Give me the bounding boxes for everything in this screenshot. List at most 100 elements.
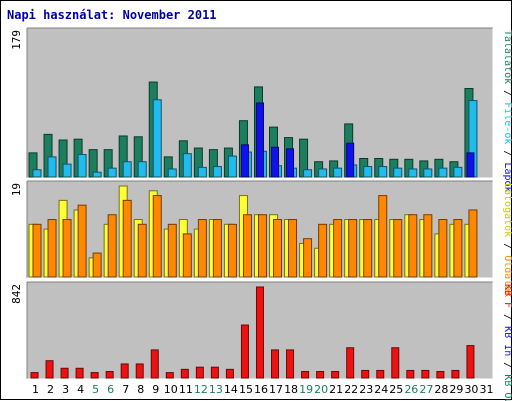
day-label-21: 21 xyxy=(329,383,343,396)
day-label-9: 9 xyxy=(152,383,159,396)
chart-title: Napi használat: November 2011 xyxy=(7,8,217,22)
day-label-1: 1 xyxy=(32,383,39,396)
day-label-23: 23 xyxy=(359,383,373,396)
bar-kb-day-9 xyxy=(150,349,159,379)
day-label-30: 30 xyxy=(464,383,478,396)
bar-sites-day-7 xyxy=(122,199,132,278)
bar-sites-day-10 xyxy=(167,223,177,278)
bar-files-day-29 xyxy=(453,166,463,178)
bar-kb-day-3 xyxy=(60,367,69,379)
bar-kb-day-11 xyxy=(180,368,189,379)
bar-kb-day-26 xyxy=(406,369,415,379)
bar-kb-day-30 xyxy=(466,345,475,379)
bar-kb-day-29 xyxy=(451,369,460,379)
bar-sites-day-1 xyxy=(32,223,42,278)
bar-sites-day-13 xyxy=(212,219,222,278)
bar-sites-day-12 xyxy=(197,219,207,278)
day-label-19: 19 xyxy=(299,383,313,396)
bar-sites-day-23 xyxy=(363,219,373,278)
day-label-10: 10 xyxy=(164,383,178,396)
day-label-20: 20 xyxy=(314,383,328,396)
bar-kb-day-16 xyxy=(255,286,264,379)
legend-separator: / xyxy=(502,144,512,162)
bar-sites-day-11 xyxy=(182,233,192,278)
bar-files-day-27 xyxy=(423,168,433,178)
bar-files-day-28 xyxy=(438,167,448,178)
legend-separator: / xyxy=(502,237,512,255)
bar-kb-day-14 xyxy=(225,368,234,379)
bar-kb-day-10 xyxy=(165,372,174,379)
bar-sites-day-14 xyxy=(227,223,237,278)
day-label-27: 27 xyxy=(419,383,433,396)
panel-legend: Találatok / File-ok / Lapok xyxy=(502,30,512,193)
bar-pages-day-16 xyxy=(255,102,264,178)
bar-files-day-21 xyxy=(333,167,343,178)
bar-kb-day-24 xyxy=(376,369,385,379)
bar-kb-day-5 xyxy=(90,372,99,379)
bar-files-day-14 xyxy=(227,155,237,178)
bar-kb-day-20 xyxy=(316,371,325,379)
legend-series-label: Oldalak xyxy=(502,255,512,297)
bar-kb-day-6 xyxy=(105,371,114,379)
legend-separator: / xyxy=(502,84,512,102)
day-label-26: 26 xyxy=(404,383,418,396)
bar-files-day-2 xyxy=(47,156,57,178)
bar-files-day-9 xyxy=(152,99,162,178)
bar-sites-day-5 xyxy=(92,252,102,278)
bar-kb-day-17 xyxy=(271,349,280,379)
bar-files-day-25 xyxy=(393,167,403,178)
bar-files-day-11 xyxy=(182,153,192,178)
day-label-14: 14 xyxy=(224,383,238,396)
day-label-24: 24 xyxy=(374,383,388,396)
day-label-3: 3 xyxy=(62,383,69,396)
bar-files-day-24 xyxy=(378,166,388,178)
bar-sites-day-26 xyxy=(408,214,418,278)
day-label-31: 31 xyxy=(479,383,493,396)
bar-files-day-23 xyxy=(363,166,373,178)
legend-series-label: Látogatók xyxy=(502,183,512,237)
bar-pages-day-22 xyxy=(346,142,355,178)
day-label-11: 11 xyxy=(179,383,193,396)
day-label-29: 29 xyxy=(449,383,463,396)
bar-sites-day-22 xyxy=(348,219,358,278)
bar-kb-day-12 xyxy=(195,366,204,379)
bar-files-day-7 xyxy=(122,161,132,178)
day-label-4: 4 xyxy=(77,383,84,396)
legend-series-label: KB In xyxy=(502,326,512,356)
bar-kb-day-21 xyxy=(331,371,340,379)
bar-sites-day-30 xyxy=(468,209,478,278)
day-label-6: 6 xyxy=(107,383,114,396)
bar-pages-day-18 xyxy=(286,148,295,178)
bar-sites-day-15 xyxy=(242,214,252,278)
bar-files-day-13 xyxy=(212,166,222,178)
bar-sites-day-20 xyxy=(318,223,328,278)
day-label-8: 8 xyxy=(137,383,144,396)
y-max-label: 19 xyxy=(10,183,23,196)
day-label-15: 15 xyxy=(239,383,253,396)
bar-sites-day-24 xyxy=(378,195,388,278)
bar-files-day-8 xyxy=(137,161,147,178)
bar-sites-day-16 xyxy=(257,214,267,278)
bar-files-day-26 xyxy=(408,168,418,178)
bar-sites-day-3 xyxy=(62,219,72,278)
bar-sites-day-8 xyxy=(137,223,147,278)
panel-visits: 19 Látogatók / Oldalak xyxy=(10,180,512,297)
bar-kb-day-27 xyxy=(421,369,430,379)
bar-sites-day-27 xyxy=(423,214,433,278)
bar-files-day-5 xyxy=(92,171,102,178)
day-label-25: 25 xyxy=(389,383,403,396)
legend-series-label: KB Out xyxy=(502,374,512,401)
bar-files-day-3 xyxy=(62,163,72,178)
day-label-12: 12 xyxy=(194,383,208,396)
day-label-16: 16 xyxy=(254,383,268,396)
bar-files-day-19 xyxy=(303,169,313,178)
bar-files-day-1 xyxy=(32,169,42,178)
day-label-2: 2 xyxy=(47,383,54,396)
panel-kb: 842 KB F / KB In / KB Out xyxy=(10,281,512,401)
y-max-label: 179 xyxy=(10,30,23,50)
bar-sites-day-17 xyxy=(273,219,283,278)
bar-files-day-10 xyxy=(167,168,177,178)
